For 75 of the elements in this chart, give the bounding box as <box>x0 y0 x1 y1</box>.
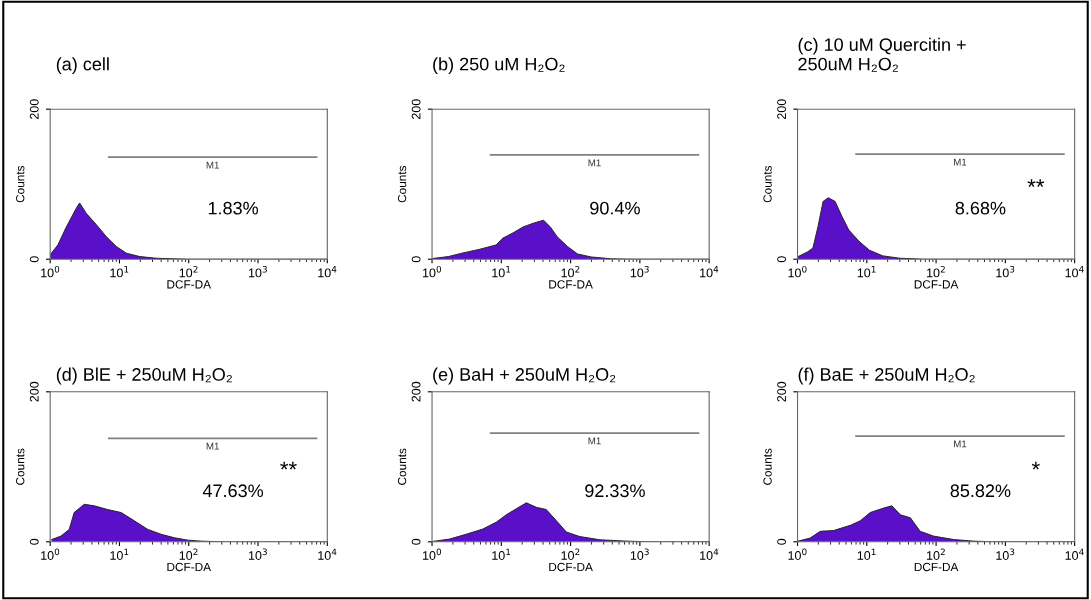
x-tick-label: 10$^{3}$ <box>996 548 1015 560</box>
x-tick-label: 10$^{0}$ <box>41 265 60 278</box>
y-tick-label: 200 <box>29 381 39 402</box>
x-axis-title: DCF-DA <box>549 280 593 289</box>
y-tick-label: 200 <box>777 99 787 119</box>
chart-title: (a) cell <box>56 57 109 75</box>
y-axis-title: Counts <box>763 448 772 485</box>
x-tick-label: 10$^{2}$ <box>927 265 945 278</box>
y-tick-label: 200 <box>777 381 787 402</box>
annotation: 85.82% <box>950 484 1011 498</box>
x-tick-label: 10$^{4}$ <box>318 548 337 560</box>
y-tick-label: 0 <box>411 256 421 263</box>
x-tick-label: 10$^{1}$ <box>492 548 511 560</box>
x-tick-label: 10$^{0}$ <box>788 548 807 560</box>
x-tick-label: 10$^{2}$ <box>561 265 580 278</box>
y-axis-title: Counts <box>763 165 772 203</box>
annotation: ** <box>280 461 297 470</box>
x-tick-label: 10$^{1}$ <box>110 266 129 278</box>
y-axis-title: Counts <box>16 448 25 485</box>
series-label: M1 <box>954 158 967 166</box>
x-tick-label: 10$^{1}$ <box>110 548 129 560</box>
y-axis-title: Counts <box>397 165 407 203</box>
x-tick-label: 10$^{3}$ <box>996 265 1015 278</box>
x-tick-label: 10$^{4}$ <box>700 548 719 560</box>
x-axis-title: DCF-DA <box>167 280 212 289</box>
x-tick-label: 10$^{3}$ <box>630 265 649 278</box>
y-tick-label: 0 <box>29 538 39 545</box>
annotation: ** <box>1027 179 1045 187</box>
x-tick-label: 10$^{2}$ <box>927 548 945 560</box>
x-tick-label: 10$^{3}$ <box>248 548 267 560</box>
annotation: 1.83% <box>208 201 259 215</box>
x-tick-label: 10$^{4}$ <box>700 266 719 278</box>
x-tick-label: 10$^{0}$ <box>788 265 807 278</box>
annotation: 90.4% <box>590 201 640 215</box>
chart-title: (b) 250 uM H₂O₂ <box>433 57 565 75</box>
x-tick-label: 10$^{3}$ <box>248 265 267 278</box>
y-axis-title: Counts <box>16 165 25 203</box>
x-axis-title: DCF-DA <box>914 562 959 572</box>
y-tick-label: 200 <box>411 381 421 402</box>
chart-title: (c) 10 uM Quercitin + 250uM H₂O₂ <box>798 37 966 72</box>
x-tick-label: 10$^{0}$ <box>41 548 60 560</box>
y-tick-label: 0 <box>411 538 421 545</box>
y-axis-title: Counts <box>397 448 407 485</box>
series-label: M1 <box>206 442 219 450</box>
chart-title: (e) BaH + 250uM H₂O₂ <box>433 367 616 385</box>
chart-title: (d) BlE + 250uM H₂O₂ <box>56 367 232 385</box>
x-axis-title: DCF-DA <box>914 280 959 289</box>
series-label: M1 <box>206 161 219 169</box>
x-tick-label: 10$^{2}$ <box>561 548 580 560</box>
annotation: 92.33% <box>585 484 645 498</box>
x-tick-label: 10$^{0}$ <box>422 265 442 278</box>
annotation: 8.68% <box>955 201 1006 215</box>
x-tick-label: 10$^{2}$ <box>179 265 198 278</box>
y-tick-label: 0 <box>777 256 787 263</box>
y-tick-label: 0 <box>29 256 39 263</box>
y-tick-label: 200 <box>29 99 39 119</box>
x-axis-title: DCF-DA <box>549 562 593 572</box>
x-tick-label: 10$^{4}$ <box>318 266 337 278</box>
x-tick-label: 10$^{4}$ <box>1065 266 1084 278</box>
x-tick-label: 10$^{1}$ <box>857 548 876 560</box>
y-tick-label: 200 <box>411 99 421 119</box>
annotation: * <box>1031 461 1040 470</box>
x-tick-label: 10$^{0}$ <box>422 548 442 560</box>
series-label: M1 <box>954 440 967 448</box>
x-tick-label: 10$^{2}$ <box>179 548 198 560</box>
x-tick-label: 10$^{1}$ <box>857 266 876 278</box>
chart-title: (f) BaE + 250uM H₂O₂ <box>798 367 975 385</box>
x-axis-title: DCF-DA <box>167 562 212 572</box>
series-label: M1 <box>588 437 601 445</box>
y-tick-label: 0 <box>777 538 787 545</box>
series-label: M1 <box>588 159 601 167</box>
x-tick-label: 10$^{4}$ <box>1065 548 1084 560</box>
x-tick-label: 10$^{3}$ <box>630 548 649 560</box>
x-tick-label: 10$^{1}$ <box>492 266 511 278</box>
annotation: 47.63% <box>202 484 264 498</box>
